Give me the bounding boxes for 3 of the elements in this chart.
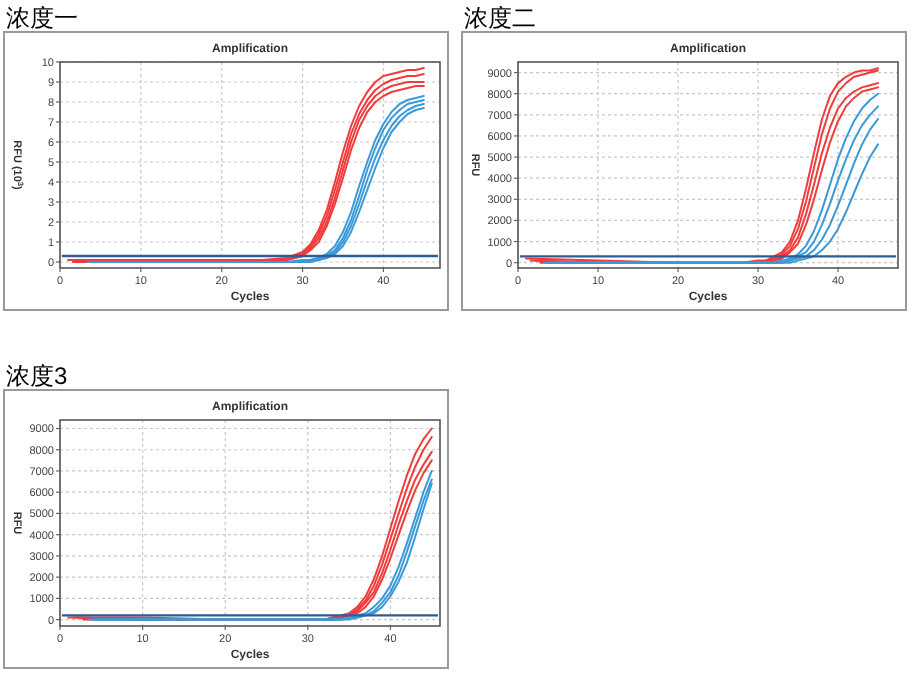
chart-title: 浓度3 — [6, 362, 68, 390]
chart-title: 浓度二 — [464, 4, 536, 32]
chart-title: 浓度一 — [6, 4, 78, 32]
